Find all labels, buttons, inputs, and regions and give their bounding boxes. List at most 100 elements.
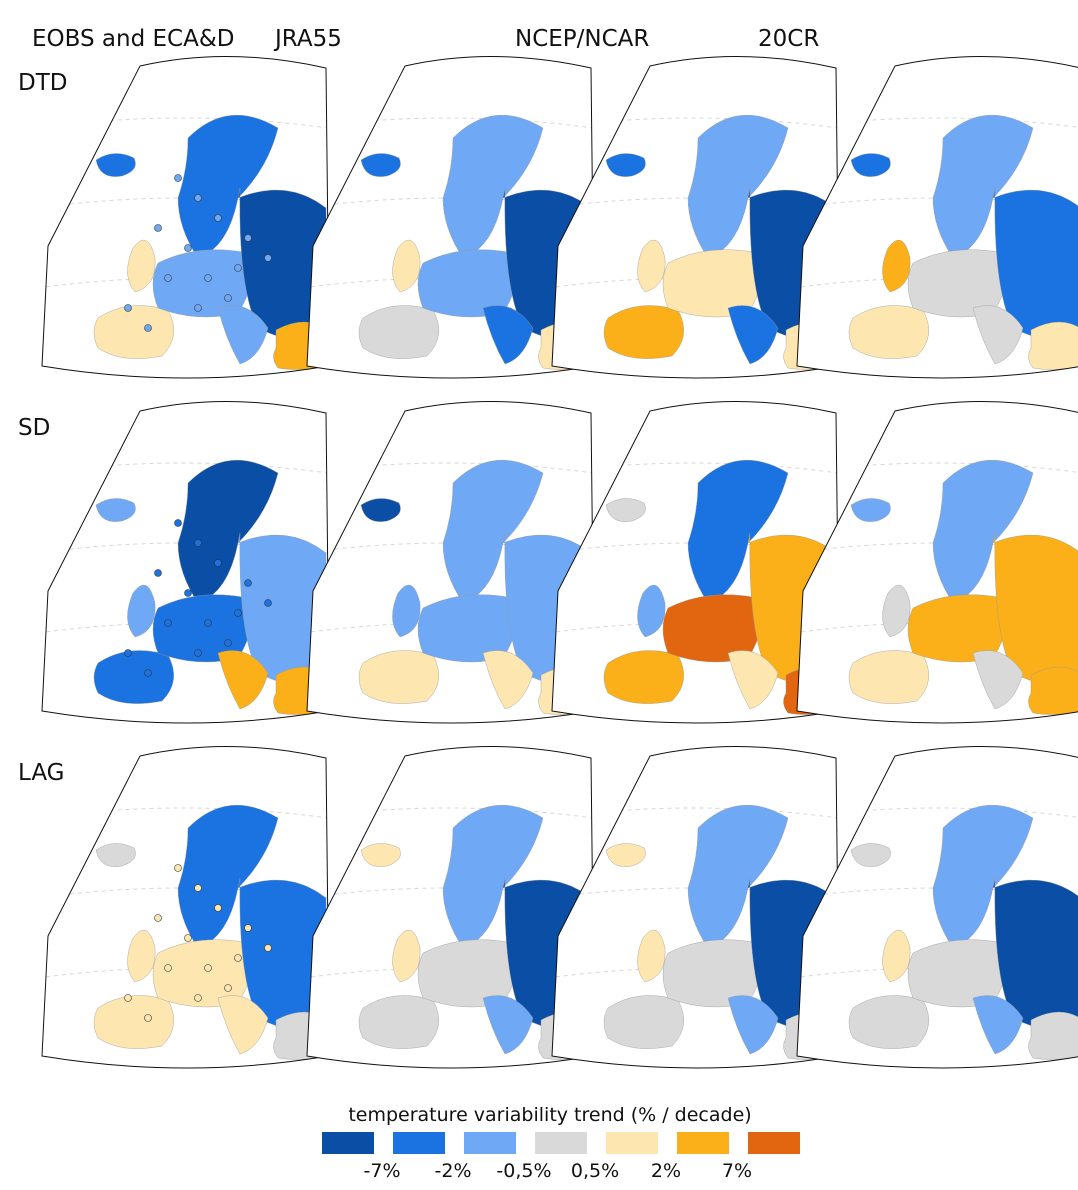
trend-region-scandinavia <box>177 804 279 949</box>
trend-region-british-isles <box>392 584 421 638</box>
trend-region-british-isles <box>392 239 421 293</box>
map-frame <box>796 56 1078 379</box>
trend-region-iceland <box>605 153 646 177</box>
legend-swatch <box>535 1132 587 1154</box>
trend-region-italy-balkans <box>972 305 1024 365</box>
trend-region-iberia <box>93 995 174 1049</box>
map-svg <box>41 746 329 1069</box>
trend-region-british-isles <box>637 584 666 638</box>
trend-region-iberia <box>603 650 684 704</box>
graticule-line <box>307 117 593 129</box>
trend-region-british-isles <box>637 239 666 293</box>
trend-region-british-isles <box>127 929 156 983</box>
trend-region-british-isles <box>882 239 911 293</box>
map-panel-sd-1 <box>35 390 329 724</box>
trend-region-italy-balkans <box>217 995 269 1055</box>
station-marker <box>164 619 172 627</box>
station-marker <box>124 649 132 657</box>
legend-tick-label: -2% <box>434 1160 472 1182</box>
trend-region-british-isles <box>392 929 421 983</box>
trend-region-italy-balkans <box>972 650 1024 710</box>
station-marker <box>234 609 242 617</box>
trend-region-turkey <box>1028 1011 1078 1060</box>
trend-region-scandinavia <box>932 114 1034 259</box>
trend-region-iberia <box>93 650 174 704</box>
station-marker <box>204 964 212 972</box>
station-marker <box>264 599 272 607</box>
map-svg <box>796 746 1078 1069</box>
map-svg <box>796 401 1078 724</box>
row-label-dtd: DTD <box>18 70 68 96</box>
map-svg <box>551 746 839 1069</box>
row-label-lag: LAG <box>18 760 65 786</box>
station-marker <box>174 174 182 182</box>
trend-region-iberia <box>358 650 439 704</box>
station-marker <box>164 964 172 972</box>
map-frame <box>796 401 1078 724</box>
column-title-eobs: EOBS and ECA&D <box>32 26 235 52</box>
trend-region-british-isles <box>637 929 666 983</box>
station-marker <box>124 994 132 1002</box>
trend-region-iberia <box>358 305 439 359</box>
station-marker <box>224 639 232 647</box>
trend-region-scandinavia <box>932 459 1034 604</box>
legend-swatch <box>393 1132 445 1154</box>
map-frame <box>796 746 1078 1069</box>
row-label-sd: SD <box>18 415 51 441</box>
station-marker <box>194 194 202 202</box>
station-marker <box>144 669 152 677</box>
map-panel-lag-1 <box>35 735 329 1069</box>
trend-region-iceland <box>95 498 136 522</box>
station-marker <box>164 274 172 282</box>
map-svg <box>41 401 329 724</box>
trend-region-turkey <box>1028 321 1078 370</box>
trend-region-scandinavia <box>932 804 1034 949</box>
trend-region-scandinavia <box>442 114 544 259</box>
trend-region-italy-balkans <box>217 650 269 710</box>
trend-region-scandinavia <box>687 459 789 604</box>
graticule-line <box>797 462 1078 474</box>
trend-region-iceland <box>850 843 891 867</box>
station-marker <box>184 934 192 942</box>
trend-region-british-isles <box>882 929 911 983</box>
trend-region-british-isles <box>882 584 911 638</box>
station-marker <box>224 294 232 302</box>
graticule-line <box>307 462 593 474</box>
station-marker <box>234 954 242 962</box>
trend-region-italy-balkans <box>482 305 534 365</box>
map-svg <box>41 56 329 379</box>
station-marker <box>144 324 152 332</box>
station-marker <box>244 924 252 932</box>
legend-swatch <box>606 1132 658 1154</box>
column-title-20cr: 20CR <box>758 26 820 52</box>
station-marker <box>214 904 222 912</box>
trend-region-scandinavia <box>442 804 544 949</box>
station-marker <box>124 304 132 312</box>
trend-region-iceland <box>850 498 891 522</box>
legend-swatch <box>464 1132 516 1154</box>
map-panel-dtd-4 <box>790 45 1078 379</box>
graticule-line <box>552 117 838 129</box>
trend-region-scandinavia <box>687 114 789 259</box>
trend-region-scandinavia <box>442 459 544 604</box>
station-marker <box>194 649 202 657</box>
map-panel-lag-3 <box>545 735 839 1069</box>
graticule-line <box>552 462 838 474</box>
legend-swatch <box>322 1132 374 1154</box>
legend-swatch <box>677 1132 729 1154</box>
trend-region-italy-balkans <box>727 650 779 710</box>
station-marker <box>214 559 222 567</box>
legend-title: temperature variability trend (% / decad… <box>348 1104 752 1126</box>
graticule-line <box>42 462 328 474</box>
column-title-ncep: NCEP/NCAR <box>515 26 650 52</box>
trend-region-scandinavia <box>177 114 279 259</box>
trend-region-iceland <box>95 843 136 867</box>
map-svg <box>796 56 1078 379</box>
graticule-line <box>552 807 838 819</box>
trend-region-iceland <box>95 153 136 177</box>
column-title-jra55: JRA55 <box>275 26 342 52</box>
trend-region-iceland <box>360 498 401 522</box>
trend-region-iberia <box>848 995 929 1049</box>
trend-region-italy-balkans <box>727 305 779 365</box>
station-marker <box>184 244 192 252</box>
